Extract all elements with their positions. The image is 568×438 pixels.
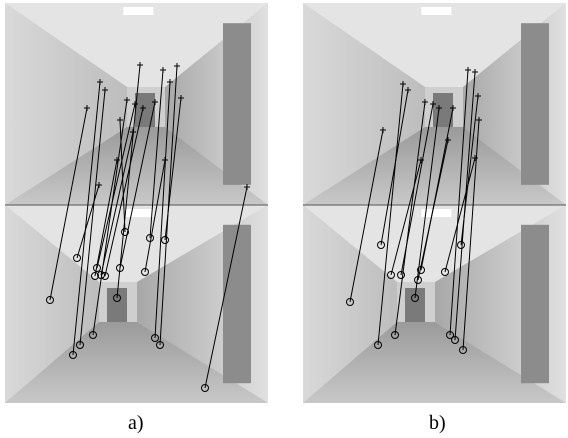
door [223,225,251,383]
image-panels [0,0,568,410]
light [123,7,153,15]
door [521,225,549,383]
light [421,7,451,15]
door [223,23,251,185]
figure: a) b) [0,0,568,438]
light [123,209,153,217]
caption: a) [128,412,144,435]
caption: b) [429,412,446,435]
door [521,23,549,185]
far-door [405,288,425,322]
far-door [135,93,155,127]
